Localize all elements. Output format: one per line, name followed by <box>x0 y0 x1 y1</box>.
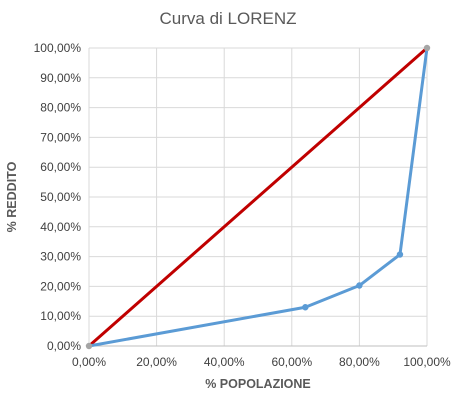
x-tick-label: 60,00% <box>271 355 312 369</box>
x-axis-label: % POPOLAZIONE <box>205 377 311 391</box>
y-axis-ticks: 0,00% 10,00% 20,00% 30,00% 40,00% 50,00% 60,00… <box>34 41 82 353</box>
y-tick-label: 0,00% <box>47 339 81 353</box>
x-axis-ticks: 0,00% 20,00% 40,00% 60,00% 80,00% 100,00% <box>72 355 451 369</box>
x-tick-label: 0,00% <box>72 355 106 369</box>
y-tick-label: 70,00% <box>40 130 81 144</box>
y-axis-label: % REDDITO <box>5 161 19 232</box>
series-1-point-3 <box>396 251 404 258</box>
y-tick-label: 100,00% <box>34 41 82 55</box>
y-tick-label: 10,00% <box>40 309 81 323</box>
y-tick-label: 90,00% <box>40 71 81 85</box>
series-1-point-4 <box>423 44 431 52</box>
series-1-point-2 <box>356 282 363 289</box>
y-tick-label: 30,00% <box>40 250 81 264</box>
y-tick-label: 60,00% <box>40 160 81 174</box>
x-tick-label: 40,00% <box>204 355 245 369</box>
series-layer <box>85 44 431 350</box>
x-tick-label: 80,00% <box>339 355 380 369</box>
series-1-point-0 <box>85 342 93 350</box>
x-tick-label: 100,00% <box>403 355 451 369</box>
y-tick-label: 40,00% <box>40 220 81 234</box>
x-tick-label: 20,00% <box>136 355 177 369</box>
series-1-point-1 <box>302 304 309 311</box>
series-line-0 <box>87 46 429 348</box>
y-tick-label: 50,00% <box>40 190 81 204</box>
y-tick-label: 80,00% <box>40 101 81 115</box>
chart-title: Curva di LORENZ <box>160 9 297 28</box>
y-tick-label: 20,00% <box>40 279 81 293</box>
